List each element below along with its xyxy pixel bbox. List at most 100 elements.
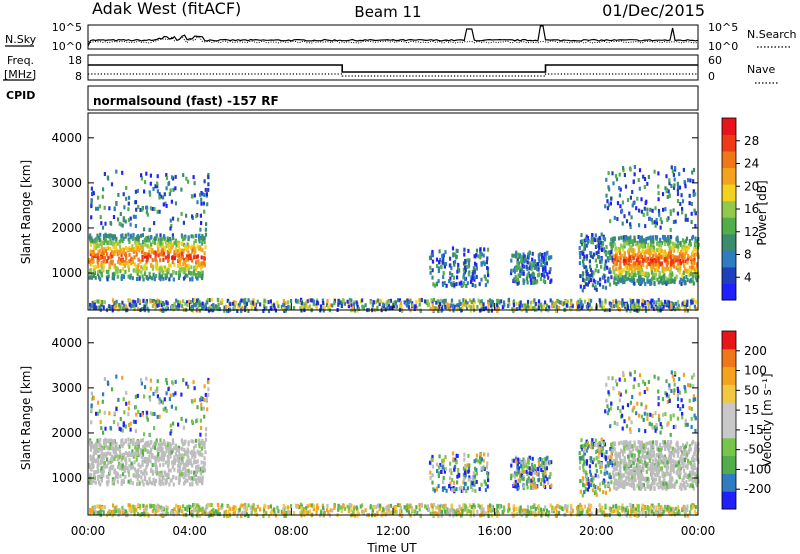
velocity-cell — [531, 466, 534, 471]
velocity-cell — [611, 449, 614, 454]
velocity-cell — [154, 461, 157, 466]
power-cell — [133, 262, 136, 267]
velocity-cell — [545, 461, 548, 466]
velocity-cell — [116, 479, 119, 484]
power-cell — [158, 209, 161, 214]
velocity-cell — [102, 441, 106, 446]
power-cell — [143, 227, 146, 232]
velocity-cell — [118, 449, 122, 454]
power-cell — [437, 305, 441, 310]
power-cell — [675, 301, 678, 306]
power-cell — [525, 276, 528, 281]
power-cell — [136, 240, 139, 244]
power-cell — [619, 187, 622, 192]
power-cell — [622, 238, 625, 243]
power-cell — [644, 305, 647, 310]
velocity-cell — [678, 485, 681, 490]
velocity-cell — [151, 469, 154, 474]
power-cell — [677, 255, 680, 260]
power-cell — [251, 300, 254, 305]
velocity-cell — [91, 461, 94, 466]
power-cell — [494, 307, 497, 311]
power-cell — [254, 306, 257, 311]
velocity-cell — [131, 481, 134, 486]
power-cell — [125, 196, 128, 201]
velocity-cell — [627, 471, 630, 476]
velocity-cell — [695, 453, 699, 458]
power-cell — [483, 247, 486, 252]
velocity-cell — [113, 476, 116, 481]
power-cell — [140, 270, 143, 275]
power-cell — [116, 252, 119, 257]
power-cell — [155, 233, 158, 238]
power-cell — [582, 259, 585, 264]
power-cell — [645, 236, 648, 241]
velocity-cell — [152, 391, 155, 396]
power-cell — [686, 278, 689, 282]
power-cell — [603, 249, 606, 254]
velocity-cell — [146, 417, 149, 422]
power-cell — [133, 268, 136, 273]
velocity-cell — [644, 460, 647, 465]
velocity-cell — [449, 481, 452, 486]
velocity-cell — [634, 475, 637, 480]
velocity-cell — [543, 466, 547, 471]
power-cell — [595, 263, 598, 268]
velocity-cell — [171, 448, 174, 453]
power-cell — [136, 277, 139, 281]
velocity-cell — [162, 407, 165, 412]
power-cell — [174, 174, 177, 179]
velocity-cell — [129, 427, 132, 432]
power-cell — [105, 246, 108, 251]
power-cell — [142, 277, 145, 282]
power-cell — [161, 248, 164, 253]
velocity-cell — [134, 405, 137, 410]
velocity-cell — [471, 488, 474, 492]
velocity-cell — [473, 482, 476, 487]
power-cell — [471, 276, 474, 281]
power-cell — [611, 244, 614, 249]
power-cell — [677, 268, 680, 273]
power-cell — [529, 300, 533, 305]
velocity-cell — [624, 469, 627, 474]
power-cell — [473, 299, 477, 304]
power-cell — [653, 276, 656, 281]
velocity-cell — [484, 481, 487, 486]
power-cell — [171, 255, 174, 260]
power-cell — [636, 240, 639, 245]
power-cell — [113, 206, 116, 211]
power-cell — [652, 245, 655, 250]
nsearch-tick-top: 10^5 — [708, 21, 738, 34]
velocity-cell — [548, 460, 551, 465]
power-cell — [511, 253, 514, 258]
velocity-cell — [681, 483, 684, 488]
velocity-cell — [132, 419, 135, 424]
velocity-cell — [154, 455, 157, 460]
power-cell — [655, 266, 659, 271]
velocity-cell — [524, 462, 527, 467]
power-cell — [659, 217, 662, 222]
power-cell — [657, 208, 661, 213]
velocity-cell — [191, 399, 194, 404]
power-cell — [122, 192, 125, 197]
power-cell — [591, 283, 594, 288]
power-cell — [612, 254, 615, 258]
velocity-cell — [140, 450, 143, 455]
power-cell — [156, 265, 159, 270]
velocity-cell — [114, 471, 118, 476]
power-cell — [408, 300, 411, 305]
power-cell — [517, 261, 521, 266]
power-cell — [648, 253, 651, 258]
power-cell — [462, 302, 466, 307]
power-cell — [646, 277, 649, 281]
velocity-cell — [105, 451, 108, 456]
power-cell — [639, 275, 642, 280]
velocity-cell — [680, 487, 683, 491]
power-cell — [634, 253, 637, 258]
velocity-cell — [429, 470, 432, 475]
power-cell — [388, 300, 391, 305]
power-cell — [518, 274, 522, 278]
velocity-cell — [97, 400, 100, 405]
power-cell — [480, 307, 483, 312]
power-cell — [109, 221, 112, 225]
